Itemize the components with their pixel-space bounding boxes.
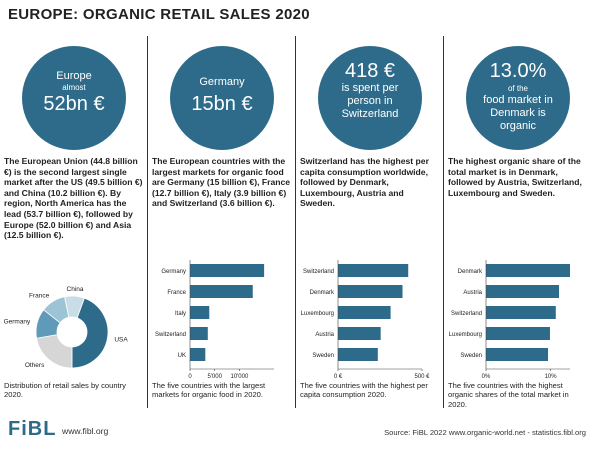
germany-circle-line2: 15bn € bbox=[191, 93, 253, 115]
switzerland-caption: The five countries with the highest per … bbox=[300, 381, 428, 400]
market-label-germany: Germany bbox=[161, 269, 186, 275]
share-bar-austria bbox=[486, 285, 560, 298]
switzerland-circle: 418 € is spent per person in Switzerland bbox=[318, 46, 422, 150]
denmark-circle-line3: food market in bbox=[483, 94, 553, 106]
share-tick-label: 10% bbox=[545, 374, 558, 378]
per-capita-chart: Switzerland Denmark Luxembourg Austria Swede… bbox=[301, 260, 430, 378]
europe-circle-line3: 52bn € bbox=[43, 93, 105, 115]
germany-circle-line1: Germany bbox=[199, 76, 245, 88]
market-tick-label: 5'000 bbox=[207, 374, 222, 378]
percapita-bar-sweden bbox=[338, 348, 378, 361]
denmark-circle-line4: Denmark is bbox=[490, 107, 546, 119]
switzerland-circle-line2: is spent per bbox=[341, 82, 399, 94]
share-tick-label: 0% bbox=[482, 374, 491, 378]
pie-slice-usa bbox=[71, 297, 109, 369]
europe-circle: Europe almost 52bn € bbox=[22, 46, 126, 150]
market-label-italy: Italy bbox=[175, 311, 186, 317]
percapita-bar-switzerland bbox=[338, 264, 409, 277]
column-europe: Europe almost 52bn € The European Union … bbox=[4, 28, 146, 420]
pie-label-others: Others bbox=[25, 362, 45, 369]
denmark-description: The highest organic share of the total m… bbox=[448, 156, 582, 198]
share-bar-sweden bbox=[486, 348, 549, 361]
market-bar-italy bbox=[190, 306, 210, 319]
fibl-logo: FiBL bbox=[8, 418, 57, 440]
percapita-tick-label: 500 € bbox=[414, 374, 430, 378]
denmark-circle: 13.0% of the food market in Denmark is o… bbox=[466, 46, 570, 150]
market-tick-label: 10'000 bbox=[230, 374, 248, 378]
website-link[interactable]: www.fibl.org bbox=[62, 426, 109, 436]
percapita-tick-label: 0 € bbox=[334, 374, 343, 378]
column-switzerland: 418 € is spent per person in Switzerland… bbox=[300, 28, 442, 420]
column-divider bbox=[147, 36, 148, 408]
percapita-label-sweden: Sweden bbox=[312, 353, 334, 359]
pie-slice-china bbox=[64, 295, 85, 319]
percapita-label-denmark: Denmark bbox=[310, 290, 335, 296]
market-bar-france bbox=[190, 285, 253, 298]
source-note: Source: FiBL 2022 www.organic-world.net … bbox=[384, 428, 586, 437]
denmark-circle-line2: of the bbox=[507, 84, 528, 93]
pie-label-germany: Germany bbox=[4, 319, 31, 326]
switzerland-circle-line4: Switzerland bbox=[341, 108, 399, 120]
germany-description: The European countries with the largest … bbox=[152, 156, 291, 209]
germany-circle: Germany 15bn € bbox=[170, 46, 274, 150]
denmark-circle-line5: organic bbox=[499, 120, 537, 132]
germany-caption: The five countries with the largest mark… bbox=[152, 381, 266, 400]
market-tick-label: 0 bbox=[188, 374, 192, 378]
share-bar-switzerland bbox=[486, 306, 556, 319]
pie-chart: USA Others Germany France China bbox=[4, 286, 128, 369]
switzerland-circle-line3: person in bbox=[347, 95, 393, 107]
share-label-sweden: Sweden bbox=[460, 353, 482, 359]
share-label-denmark: Denmark bbox=[458, 269, 483, 275]
europe-description: The European Union (44.8 billion €) is t… bbox=[4, 156, 143, 241]
page-title: EUROPE: ORGANIC RETAIL SALES 2020 bbox=[8, 6, 310, 23]
market-label-france: France bbox=[167, 290, 186, 296]
share-label-luxembourg: Luxembourg bbox=[449, 332, 482, 338]
denmark-circle-line1: 13.0% bbox=[489, 60, 547, 82]
percapita-label-austria: Austria bbox=[315, 332, 334, 338]
market-size-chart: Germany France Italy Switzerland UK 0 5'000 10'… bbox=[155, 260, 274, 378]
market-bar-uk bbox=[190, 348, 206, 361]
percapita-bar-denmark bbox=[338, 285, 403, 298]
switzerland-circle-line1: 418 € bbox=[344, 60, 396, 82]
europe-circle-line1: Europe bbox=[56, 70, 92, 82]
column-germany: Germany 15bn € The European countries wi… bbox=[152, 28, 294, 420]
organic-share-chart: Denmark Austria Switzerland Luxembourg Swede… bbox=[449, 260, 570, 378]
switzerland-description: Switzerland has the highest per capita c… bbox=[300, 156, 429, 209]
pie-label-usa: USA bbox=[114, 337, 128, 344]
share-bar-denmark bbox=[486, 264, 570, 277]
denmark-caption: The five countries with the highest orga… bbox=[448, 381, 569, 409]
percapita-label-switzerland: Switzerland bbox=[303, 269, 334, 275]
column-divider bbox=[443, 36, 444, 408]
market-bar-germany bbox=[190, 264, 265, 277]
market-bar-switzerland bbox=[190, 327, 208, 340]
share-bar-luxembourg bbox=[486, 327, 550, 340]
percapita-label-luxembourg: Luxembourg bbox=[301, 311, 334, 317]
europe-caption: Distribution of retail sales by country … bbox=[4, 381, 126, 400]
market-label-switzerland: Switzerland bbox=[155, 332, 186, 338]
percapita-bar-luxembourg bbox=[338, 306, 391, 319]
column-divider bbox=[295, 36, 296, 408]
column-denmark: 13.0% of the food market in Denmark is o… bbox=[448, 28, 590, 420]
pie-label-china: China bbox=[67, 286, 84, 293]
europe-circle-line2: almost bbox=[62, 83, 86, 92]
share-label-austria: Austria bbox=[463, 290, 482, 296]
market-label-uk: UK bbox=[178, 353, 186, 359]
percapita-bar-austria bbox=[338, 327, 381, 340]
pie-label-france: France bbox=[29, 293, 50, 300]
share-label-switzerland: Switzerland bbox=[451, 311, 482, 317]
